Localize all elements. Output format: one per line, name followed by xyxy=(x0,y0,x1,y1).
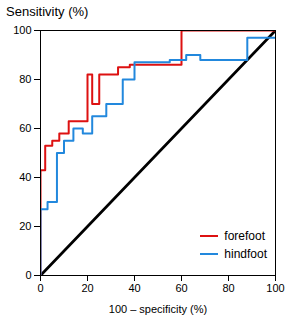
svg-text:20: 20 xyxy=(19,220,31,232)
html-text:hindfoot: hindfoot xyxy=(224,247,267,261)
svg-text:100 – specificity (%): 100 – specificity (%) xyxy=(109,303,207,315)
svg-text:100: 100 xyxy=(13,24,31,36)
svg-text:60: 60 xyxy=(175,282,187,294)
svg-text:100: 100 xyxy=(266,282,284,294)
svg-text:40: 40 xyxy=(19,171,31,183)
svg-text:40: 40 xyxy=(128,282,140,294)
html-text:forefoot: forefoot xyxy=(224,229,265,243)
html-text:Sensitivity (%): Sensitivity (%) xyxy=(6,4,89,19)
svg-text:80: 80 xyxy=(222,282,234,294)
svg-text:80: 80 xyxy=(19,73,31,85)
svg-text:0: 0 xyxy=(25,269,31,281)
svg-text:0: 0 xyxy=(37,282,43,294)
svg-text:60: 60 xyxy=(19,122,31,134)
svg-text:20: 20 xyxy=(81,282,93,294)
